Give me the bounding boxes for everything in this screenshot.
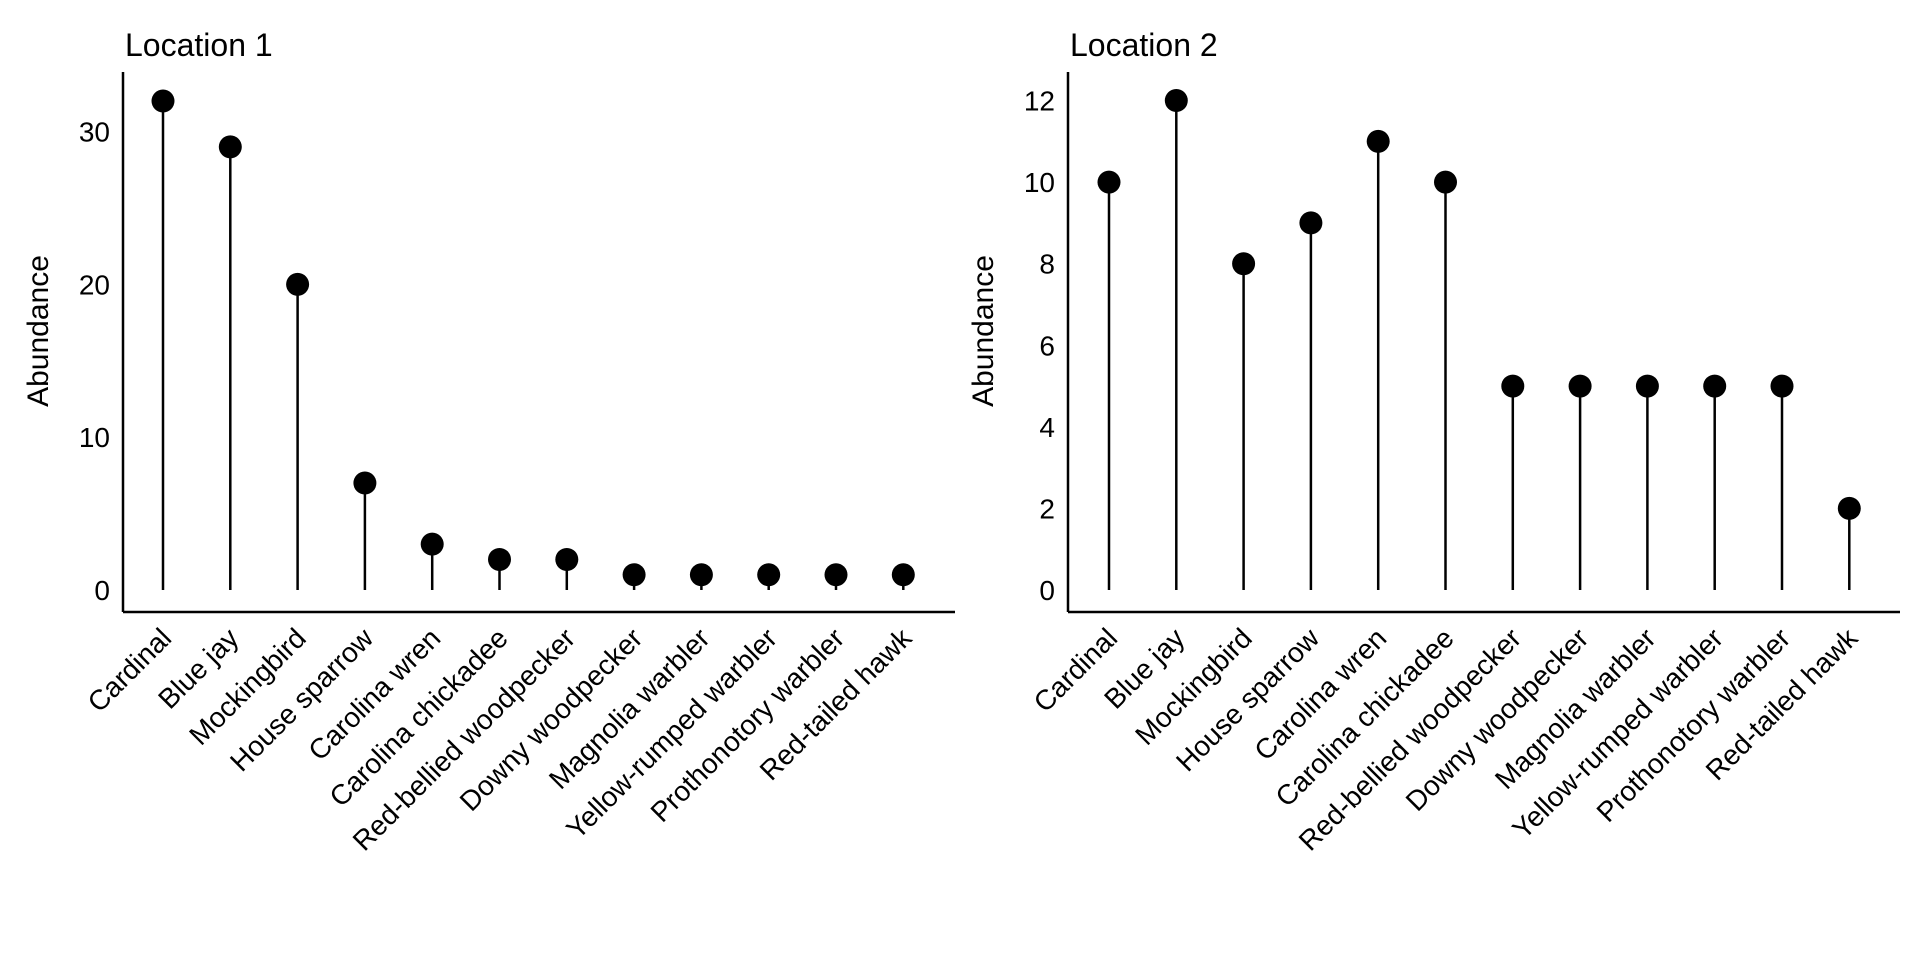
y-tick-label: 4 (1039, 412, 1055, 443)
data-point (1232, 252, 1256, 276)
data-point (151, 89, 175, 113)
data-point (1097, 170, 1121, 194)
y-tick-label: 12 (1024, 86, 1055, 117)
data-point (1837, 496, 1861, 520)
data-point (1568, 374, 1592, 398)
data-point (353, 471, 377, 495)
location-1-chart: Location 1 Abundance 0102030CardinalBlue… (22, 27, 955, 857)
data-point (555, 547, 579, 571)
y-tick-label: 0 (1039, 575, 1055, 606)
location-1-panel: Location 1 Abundance 0 10 20 30 Cardinal Blue… (22, 27, 955, 857)
y-tick-label: 30 (79, 117, 110, 148)
data-point (286, 272, 310, 296)
data-point (1434, 170, 1457, 194)
data-point (488, 547, 511, 571)
location-2-chart: Location 2 Abundance 024681012CardinalBl… (967, 27, 1900, 857)
data-point (891, 563, 915, 587)
data-point (1366, 129, 1390, 153)
y-axis-title: Abundance (22, 255, 55, 407)
data-point (757, 563, 781, 587)
panel-title: Location 2 (1070, 27, 1218, 63)
data-point (1164, 89, 1188, 113)
data-point (1770, 374, 1794, 398)
y-tick-label: 0 (94, 575, 110, 606)
y-tick-label: 20 (79, 269, 110, 300)
y-tick-label: 10 (79, 422, 110, 453)
y-tick-label: 2 (1039, 493, 1055, 524)
data-point (218, 135, 242, 159)
y-tick-label: 10 (1024, 167, 1055, 198)
location-2-panel: Location 2 Abundance 0 2 4 6 8 10 12 Cardinal Bl… (960, 0, 1920, 960)
data-point (622, 563, 646, 587)
data-point (1703, 374, 1727, 398)
data-point (824, 563, 848, 587)
y-tick-label: 6 (1039, 330, 1055, 361)
data-point (1501, 374, 1525, 398)
panel-title: Location 1 (125, 27, 273, 63)
data-point (1635, 374, 1659, 398)
data-point (420, 532, 444, 556)
data-point (689, 563, 713, 587)
data-point (1299, 211, 1323, 235)
y-axis-title: Abundance (967, 255, 1000, 407)
y-tick-label: 8 (1039, 249, 1055, 280)
